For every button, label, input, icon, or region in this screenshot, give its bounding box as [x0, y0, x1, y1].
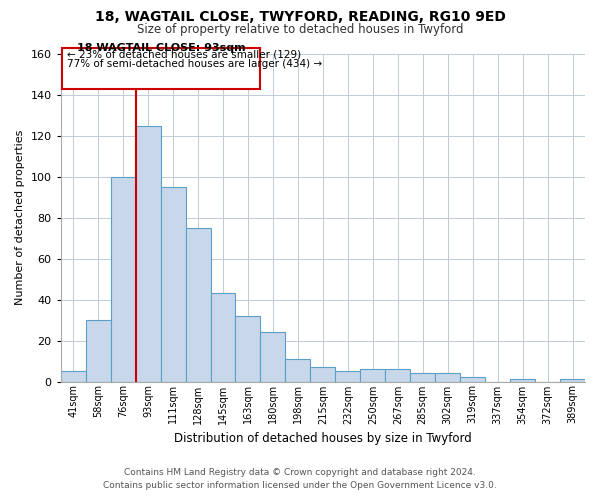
Bar — [385, 369, 410, 382]
Bar — [110, 177, 136, 382]
Bar — [510, 380, 535, 382]
Bar — [86, 320, 110, 382]
Text: 77% of semi-detached houses are larger (434) →: 77% of semi-detached houses are larger (… — [67, 60, 322, 70]
FancyBboxPatch shape — [62, 48, 260, 89]
Text: 18, WAGTAIL CLOSE, TWYFORD, READING, RG10 9ED: 18, WAGTAIL CLOSE, TWYFORD, READING, RG1… — [95, 10, 505, 24]
Bar — [335, 372, 361, 382]
Bar — [310, 367, 335, 382]
Bar — [260, 332, 286, 382]
Y-axis label: Number of detached properties: Number of detached properties — [15, 130, 25, 306]
Bar — [161, 187, 185, 382]
X-axis label: Distribution of detached houses by size in Twyford: Distribution of detached houses by size … — [174, 432, 472, 445]
Bar — [460, 378, 485, 382]
Bar — [136, 126, 161, 382]
Bar — [361, 369, 385, 382]
Bar — [410, 374, 435, 382]
Bar — [185, 228, 211, 382]
Text: Size of property relative to detached houses in Twyford: Size of property relative to detached ho… — [137, 22, 463, 36]
Bar — [61, 372, 86, 382]
Text: 18 WAGTAIL CLOSE: 93sqm: 18 WAGTAIL CLOSE: 93sqm — [77, 43, 245, 53]
Bar — [286, 359, 310, 382]
Bar — [211, 294, 235, 382]
Bar — [235, 316, 260, 382]
Text: ← 23% of detached houses are smaller (129): ← 23% of detached houses are smaller (12… — [67, 49, 301, 59]
Text: Contains HM Land Registry data © Crown copyright and database right 2024.
Contai: Contains HM Land Registry data © Crown c… — [103, 468, 497, 490]
Bar — [560, 380, 585, 382]
Bar — [435, 374, 460, 382]
